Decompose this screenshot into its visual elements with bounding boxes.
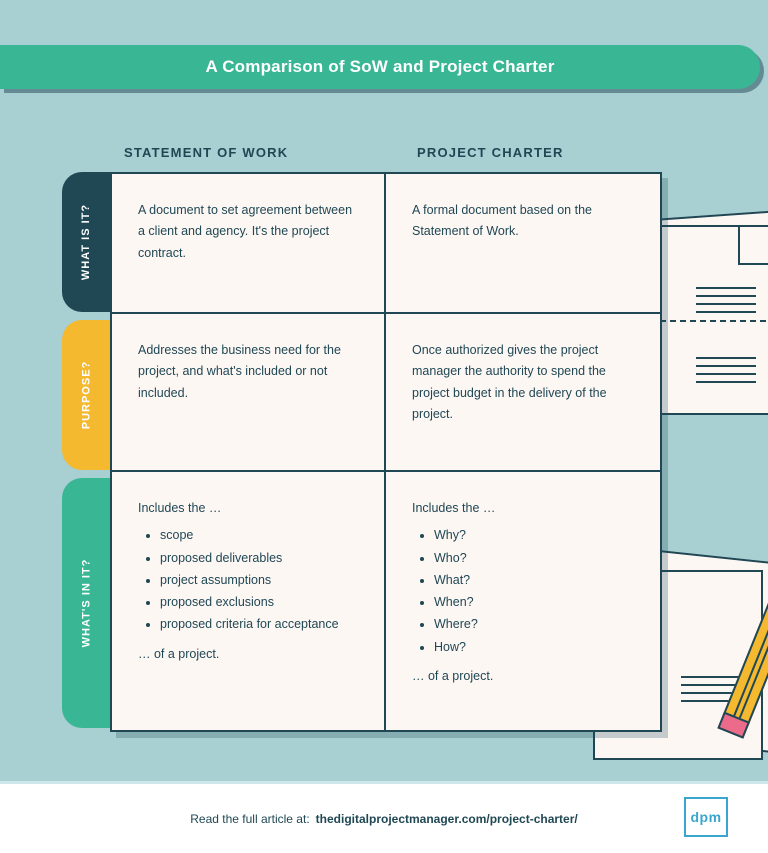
footer-prefix: Read the full article at:: [190, 812, 309, 826]
table-row: Includes the … scopeproposed deliverable…: [112, 472, 660, 730]
list-item: How?: [434, 637, 634, 658]
charter-list: Why?Who?What?When?Where?How?: [412, 525, 634, 658]
tab-what-is-it: WHAT IS IT?: [62, 172, 110, 312]
footer-link: thedigitalprojectmanager.com/project-cha…: [316, 812, 578, 826]
list-item: proposed deliverables: [160, 548, 358, 569]
list-item: proposed exclusions: [160, 592, 358, 613]
tab-label: WHAT'S IN IT?: [80, 559, 92, 648]
column-header-sow: STATEMENT OF WORK: [124, 145, 389, 160]
column-headers: STATEMENT OF WORK PROJECT CHARTER: [124, 145, 654, 160]
list-trail: … of a project.: [412, 666, 634, 687]
table-row: Addresses the business need for the proj…: [112, 314, 660, 472]
title-banner: A Comparison of SoW and Project Charter: [0, 45, 760, 89]
list-lead: Includes the …: [138, 498, 358, 519]
cell-purpose-charter: Once authorized gives the project manage…: [386, 314, 660, 470]
list-lead: Includes the …: [412, 498, 634, 519]
page-title: A Comparison of SoW and Project Charter: [205, 57, 554, 77]
list-item: scope: [160, 525, 358, 546]
list-item: Who?: [434, 548, 634, 569]
list-item: proposed criteria for acceptance: [160, 614, 358, 635]
footer: Read the full article at: thedigitalproj…: [0, 781, 768, 853]
list-item: Where?: [434, 614, 634, 635]
cell-what-is-it-sow: A document to set agreement between a cl…: [112, 174, 386, 312]
tab-purpose: PURPOSE?: [62, 320, 110, 470]
list-item: project assumptions: [160, 570, 358, 591]
cell-contents-charter: Includes the … Why?Who?What?When?Where?H…: [386, 472, 660, 730]
dpm-logo: dpm: [684, 797, 728, 837]
list-item: What?: [434, 570, 634, 591]
tab-label: WHAT IS IT?: [80, 204, 92, 280]
cell-purpose-sow: Addresses the business need for the proj…: [112, 314, 386, 470]
row-tabs: WHAT IS IT? PURPOSE? WHAT'S IN IT?: [62, 172, 110, 732]
list-item: Why?: [434, 525, 634, 546]
comparison-table: WHAT IS IT? PURPOSE? WHAT'S IN IT? A doc…: [62, 172, 662, 732]
column-header-charter: PROJECT CHARTER: [389, 145, 654, 160]
cell-contents-sow: Includes the … scopeproposed deliverable…: [112, 472, 386, 730]
tab-label: PURPOSE?: [80, 361, 92, 430]
table-row: A document to set agreement between a cl…: [112, 174, 660, 314]
list-trail: … of a project.: [138, 644, 358, 665]
sow-list: scopeproposed deliverablesproject assump…: [138, 525, 358, 635]
list-item: When?: [434, 592, 634, 613]
cell-what-is-it-charter: A formal document based on the Statement…: [386, 174, 660, 312]
tab-whats-in-it: WHAT'S IN IT?: [62, 478, 110, 728]
table-grid: A document to set agreement between a cl…: [110, 172, 662, 732]
